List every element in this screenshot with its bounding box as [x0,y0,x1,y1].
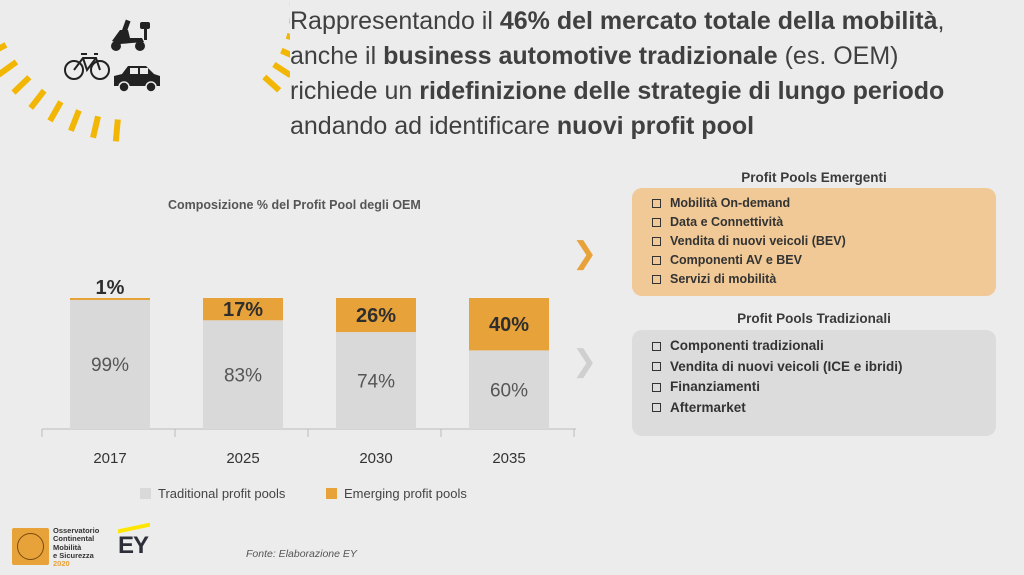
org-line: Mobilità [53,542,82,552]
bar-traditional-2030 [336,332,416,429]
chart-title: Composizione % del Profit Pool degli OEM [168,198,421,212]
list-item-label: Finanziamenti [670,379,761,394]
data-label-traditional-2030: 74% [357,372,395,393]
osservatorio-logo [12,528,49,565]
org-line: e Sicurezza [53,550,94,560]
sun-rays-decoration [0,1,290,142]
mobility-icons [64,19,160,93]
sun-ray [285,32,290,40]
sun-ray [272,61,290,78]
list-item: Aftermarket [652,398,996,419]
bar-traditional-2035 [469,350,549,429]
checkbox-bullet-icon [652,237,661,246]
x-tick-label-2017: 2017 [93,450,126,467]
list-item: Componenti tradizionali [652,336,996,357]
list-item: Vendita di nuovi veicoli (ICE e ibridi) [652,357,996,378]
checkbox-bullet-icon [652,382,661,392]
org-line: Continental [53,534,95,544]
sun-ray [68,109,82,132]
list-item-label: Vendita di nuovi veicoli (ICE e ibridi) [670,358,903,374]
bar-emerging-2030 [336,298,416,333]
traditional-box-title: Profit Pools Tradizionali [737,311,891,326]
checkbox-bullet-icon [652,403,661,413]
data-label-emerging-2035: 40% [489,314,529,336]
bar-emerging-2025 [203,298,283,321]
sun-ray [0,42,8,52]
checkbox-bullet-icon [652,362,661,372]
bar-emerging-2035 [469,298,549,351]
sun-ray [28,88,47,110]
list-item-label: Vendita di nuovi veicoli (BEV) [670,234,846,248]
list-item-label: Componenti AV e BEV [670,253,802,267]
headline-line2-post: (es. OEM) [777,42,899,70]
car-icon [114,66,160,93]
headline-line3-bold: ridefinizione delle strategie di lungo p… [419,77,945,105]
checkbox-bullet-icon [652,341,661,351]
chevron-right-icon: ❯ [572,237,598,270]
bar-traditional-2025 [203,320,283,429]
headline-line1-bold: 46% del mercato totale della mobilità [499,7,938,35]
checkbox-bullet-icon [652,218,661,227]
data-label-emerging-2030: 26% [356,305,396,327]
sun-ray [0,59,19,78]
legend-swatch-traditional [140,488,151,499]
bar-emerging-2017 [70,298,150,300]
x-tick-label-2025: 2025 [226,450,259,467]
list-item: Servizi di mobilità [652,270,996,289]
list-item-label: Data e Connettività [670,215,784,229]
headline-line4-pre: andando ad identificare [290,112,557,140]
headline-line1-post: , [937,7,945,35]
org-line: Osservatorio [53,526,100,535]
headline-line3-pre: richiede un [290,77,420,105]
legend-item-emerging: Emerging profit pools [326,486,467,501]
data-label-emerging-2025: 17% [223,299,263,321]
ey-logo: EY [118,532,149,559]
headline-line2-pre: anche il [290,42,384,70]
headline: Rappresentando il 46% del mercato totale… [290,4,1010,144]
sun-ray [112,119,121,142]
bicycle-icon [64,53,110,80]
list-item: Data e Connettività [652,213,996,232]
sun-ray [262,74,282,93]
legend-label-emerging: Emerging profit pools [344,486,467,501]
source-note: Fonte: Elaborazione EY [246,548,357,560]
bar-traditional-2017 [70,299,150,429]
sun-ray [47,100,64,123]
headline-line2-bold: business automotive tradizionale [383,42,778,70]
legend-swatch-emerging [326,488,337,499]
org-year: 2020 [53,559,70,569]
emerging-box-title: Profit Pools Emergenti [741,170,887,185]
scooter-icon [111,19,150,51]
sun-ray [11,75,32,95]
organization-name: Osservatorio Continental Mobilità e Sicu… [53,526,113,569]
data-label-traditional-2017: 99% [91,355,129,376]
sun-ray [90,115,101,139]
emerging-profit-pools-box: Mobilità On-demand Data e Connettività V… [632,188,996,296]
list-item: Vendita di nuovi veicoli (BEV) [652,232,996,251]
data-label-traditional-2035: 60% [490,381,528,402]
list-item: Mobilità On-demand [652,194,996,213]
chevron-right-icon: ❯ [572,345,598,378]
data-label-emerging-2017: 1% [96,277,125,299]
headline-line1-pre: Rappresentando il [290,7,500,35]
list-item-label: Servizi di mobilità [670,272,777,286]
checkbox-bullet-icon [652,256,661,265]
checkbox-bullet-icon [652,199,661,208]
data-label-traditional-2025: 83% [224,366,262,387]
traditional-profit-pools-box: Componenti tradizionali Vendita di nuovi… [632,330,996,436]
list-item-label: Aftermarket [670,399,746,415]
list-item-label: Componenti tradizionali [670,338,824,353]
list-item-label: Mobilità On-demand [670,196,791,210]
x-tick-label-2035: 2035 [492,450,525,467]
legend-item-traditional: Traditional profit pools [140,486,285,501]
legend-label-traditional: Traditional profit pools [158,486,286,501]
headline-line4-bold: nuovi profit pool [556,112,755,140]
checkbox-bullet-icon [652,275,661,284]
list-item: Finanziamenti [652,377,996,398]
sun-ray [280,47,290,58]
stacked-bar-chart: 99% 1% 2017 83% 17% 2025 74% 26% 2030 60% 40% 2035 [41,277,576,467]
list-item: Componenti AV e BEV [652,251,996,270]
x-tick-label-2030: 2030 [359,450,392,467]
